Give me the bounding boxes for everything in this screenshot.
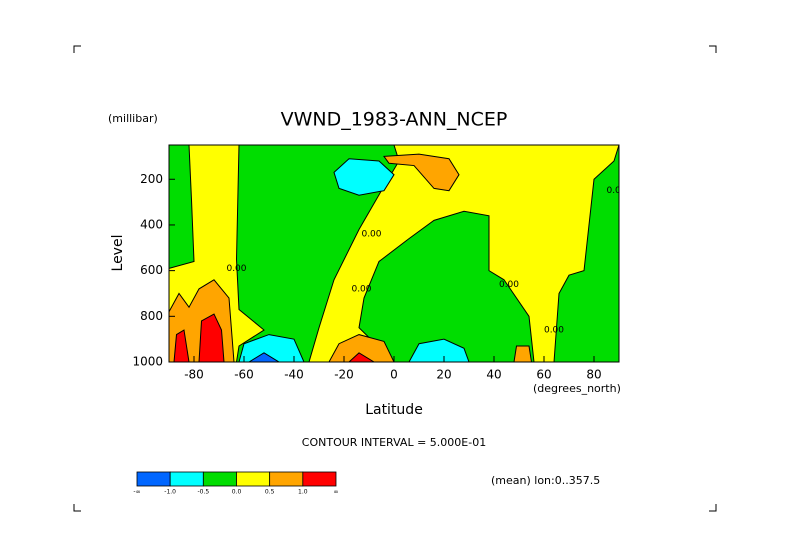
x-tick-label: -20 <box>334 368 354 382</box>
x-tick-label: 40 <box>486 368 501 382</box>
contour-region <box>198 313 225 362</box>
colorbar-swatch <box>136 471 171 487</box>
corner-mark <box>709 45 717 53</box>
colorbar-swatch <box>202 471 237 487</box>
contour-interval: CONTOUR INTERVAL = 5.000E-01 <box>302 436 486 449</box>
colorbar-label: 0.0 <box>232 489 242 496</box>
contour-region <box>173 329 190 362</box>
contour-region <box>348 352 375 362</box>
corner-mark <box>73 45 81 53</box>
y-tick-label: 1000 <box>132 355 163 369</box>
colorbar-label: -1.0 <box>164 489 176 496</box>
contour-label: 0.00 <box>351 284 371 294</box>
y-tick-label: 800 <box>140 309 163 323</box>
x-tick-label: 20 <box>436 368 451 382</box>
x-tick-label: 60 <box>536 368 551 382</box>
contour-region <box>248 352 280 362</box>
y-axis-label: Level <box>110 235 126 272</box>
y-tick-label: 400 <box>140 217 163 231</box>
y-tick-label: 200 <box>140 172 163 186</box>
contour-region <box>383 153 460 192</box>
colorbar-swatch <box>236 471 271 487</box>
contour-region <box>308 145 619 362</box>
colorbar-label: -0.5 <box>197 489 209 496</box>
contour-label: 0.00 <box>606 186 626 196</box>
contour-region <box>328 334 395 362</box>
contour-region <box>238 334 305 362</box>
colorbar-swatch <box>269 471 304 487</box>
x-tick-label: 0 <box>390 368 398 382</box>
x-tick-label: -60 <box>234 368 254 382</box>
contour-label: 0.00 <box>226 264 246 274</box>
colorbar-swatch <box>302 471 337 487</box>
contour-label: 0.00 <box>499 280 519 290</box>
corner-mark <box>709 504 717 512</box>
contour-region <box>513 345 533 362</box>
y-tick-label: 600 <box>140 263 163 277</box>
plot-area: 0.00 0.00 0.00 0.00 0.00 0.00 <box>169 145 626 362</box>
colorbar-label: -∞ <box>133 489 140 496</box>
colorbar-swatch <box>169 471 204 487</box>
corner-mark <box>73 504 81 512</box>
contour-region <box>333 158 395 196</box>
colorbar-label: 1.0 <box>298 489 308 496</box>
chart-title: VWND_1983-ANN_NCEP <box>281 109 508 131</box>
contour-label: 0.00 <box>544 326 564 336</box>
x-tick-label: -40 <box>284 368 304 382</box>
colorbar-label: ∞ <box>334 489 339 496</box>
contour-label: 0.00 <box>361 230 381 240</box>
y-units: (millibar) <box>108 112 158 125</box>
colorbar-label: 0.5 <box>265 489 275 496</box>
x-axis-label: Latitude <box>365 402 423 418</box>
x-units: (degrees_north) <box>533 382 621 395</box>
x-tick-label: -80 <box>184 368 204 382</box>
mean-note: (mean) lon:0..357.5 <box>491 474 600 487</box>
contour-region <box>408 338 470 362</box>
x-tick-label: 80 <box>586 368 601 382</box>
